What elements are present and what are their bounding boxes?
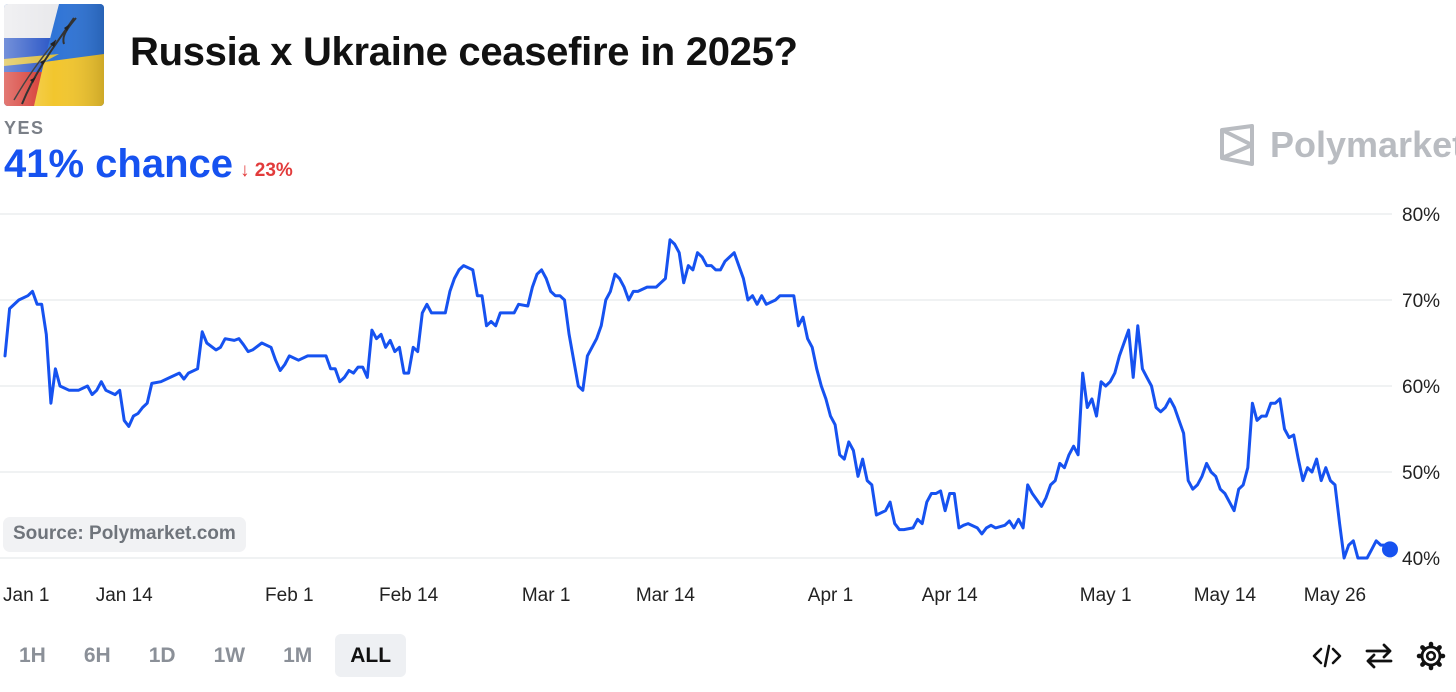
x-tick-label: Apr 14 <box>922 585 978 606</box>
x-tick-label: Jan 14 <box>96 585 153 606</box>
range-1m-button[interactable]: 1M <box>283 643 313 667</box>
y-tick-label: 70% <box>1402 291 1440 312</box>
change-indicator: ↓ 23% <box>240 160 293 182</box>
range-1d-button[interactable]: 1D <box>148 643 176 667</box>
chart-tools <box>1312 640 1446 672</box>
y-tick-label: 60% <box>1402 377 1440 398</box>
polymarket-logo-icon <box>1220 124 1254 166</box>
arrow-down-icon: ↓ <box>240 160 250 181</box>
change-value: 23% <box>254 160 293 181</box>
brand-name: Polymarket <box>1270 124 1456 165</box>
settings-gear-icon[interactable] <box>1416 640 1446 672</box>
x-tick-label: Feb 14 <box>379 585 439 606</box>
range-1h-button[interactable]: 1H <box>19 643 46 667</box>
x-tick-label: Jan 1 <box>3 585 49 606</box>
current-value-dot <box>1382 541 1398 558</box>
x-tick-label: May 14 <box>1194 585 1257 606</box>
y-tick-label: 50% <box>1402 463 1440 484</box>
price-chart: 80% 70% 60% 50% 40% Jan 1 Jan 14 Feb 1 Feb 14 Ma… <box>0 205 1440 606</box>
chance-value: 41% chance <box>4 142 234 186</box>
range-all-button[interactable]: ALL <box>335 634 407 677</box>
x-tick-label: May 1 <box>1080 585 1132 606</box>
probability-line <box>3 238 1392 560</box>
range-1w-button[interactable]: 1W <box>213 643 246 667</box>
outcome-label: YES <box>4 118 45 138</box>
grid-lines <box>0 213 1392 559</box>
swap-arrows-icon[interactable] <box>1364 640 1394 672</box>
ukraine-russia-flag-icon <box>4 4 104 106</box>
y-axis-labels: 80% 70% 60% 50% 40% <box>1402 205 1440 570</box>
embed-code-icon[interactable] <box>1312 640 1342 672</box>
y-tick-label: 80% <box>1402 205 1440 226</box>
x-tick-label: May 26 <box>1304 585 1366 606</box>
x-axis-labels: Jan 1 Jan 14 Feb 1 Feb 14 Mar 1 Mar 14 Apr 1 Ap… <box>3 585 1366 606</box>
x-tick-label: Mar 1 <box>522 585 571 606</box>
x-tick-label: Feb 1 <box>265 585 314 606</box>
x-tick-label: Mar 14 <box>636 585 696 606</box>
range-6h-button[interactable]: 6H <box>83 643 111 667</box>
source-label: Source: Polymarket.com <box>3 517 246 552</box>
polymarket-logo: Polymarket <box>1218 124 1456 166</box>
x-tick-label: Apr 1 <box>808 585 853 606</box>
y-tick-label: 40% <box>1402 549 1440 570</box>
market-title: Russia x Ukraine ceasefire in 2025? <box>130 30 798 74</box>
time-range-selector: 1H 6H 1D 1W 1M ALL <box>4 634 407 677</box>
